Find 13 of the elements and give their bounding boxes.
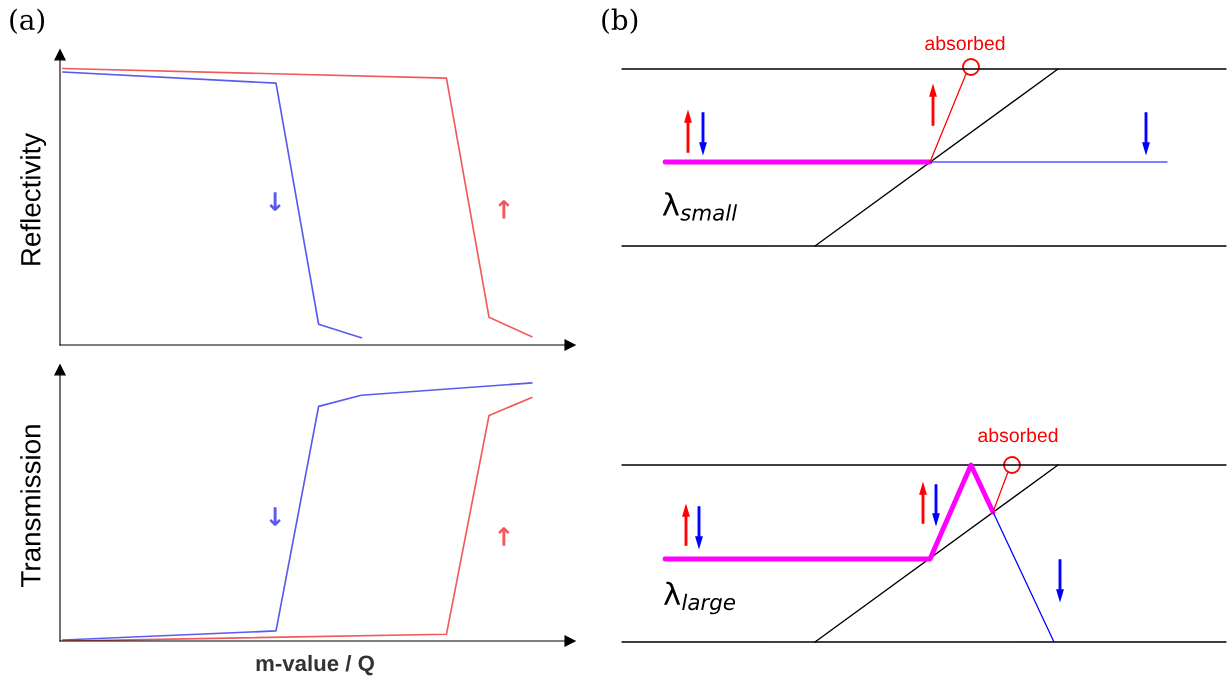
text: (b) (602, 8, 638, 34)
series-label: ↑ (498, 200, 510, 219)
series-label: ↓ (269, 192, 281, 211)
text: absorbed (925, 35, 1005, 51)
y-axis-title: Transmission (20, 425, 41, 587)
text: absorbed (978, 427, 1058, 443)
y-axis-title: Reflectivity (20, 132, 47, 265)
text: λ$_{small}$ (662, 192, 738, 221)
series-label: ↓ (269, 507, 281, 526)
text: (a) (10, 8, 45, 34)
series-label: ↑ (498, 527, 510, 546)
x-axis-title: m-value / Q (256, 654, 374, 676)
text: λ$_{large}$ (663, 581, 736, 615)
